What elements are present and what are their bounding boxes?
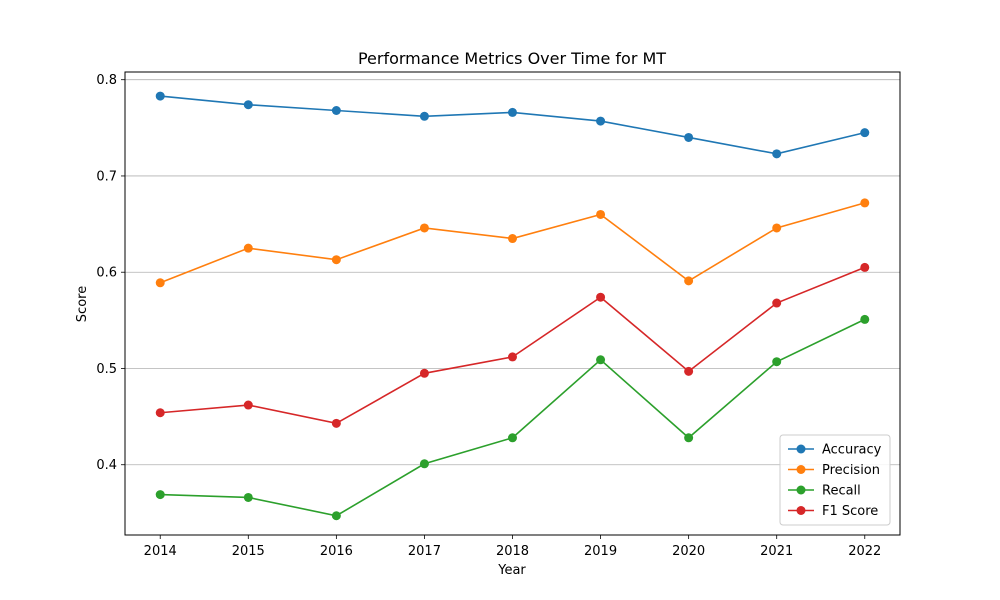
legend-item: Recall (788, 484, 861, 499)
legend-label: F1 Score (822, 504, 878, 519)
data-point-accuracy (596, 116, 606, 126)
data-point-accuracy (419, 111, 429, 121)
data-point-f1-score (243, 400, 253, 410)
series-f1-score (155, 262, 870, 428)
data-point-precision (596, 209, 606, 219)
data-point-recall (596, 355, 606, 365)
chart-title: Performance Metrics Over Time for MT (358, 49, 666, 68)
data-point-recall (684, 433, 694, 443)
data-point-recall (331, 511, 341, 521)
series-precision (155, 198, 870, 288)
data-point-accuracy (155, 91, 165, 101)
legend-label: Precision (822, 463, 880, 478)
data-point-precision (684, 276, 694, 286)
x-tick-label: 2017 (408, 544, 441, 559)
data-point-recall (860, 314, 870, 324)
series-recall (155, 314, 870, 521)
plot-series (155, 91, 870, 521)
y-axis-title: Score (75, 286, 90, 322)
legend-marker (796, 506, 806, 515)
x-tick-label: 2019 (584, 544, 617, 559)
data-point-recall (419, 459, 429, 469)
x-tick-label: 2015 (232, 544, 265, 559)
data-point-accuracy (684, 132, 694, 142)
y-tick-label: 0.8 (96, 73, 117, 88)
data-point-precision (155, 278, 165, 288)
data-point-accuracy (860, 128, 870, 138)
legend-item: Accuracy (788, 443, 882, 458)
x-tick-label: 2014 (144, 544, 177, 559)
data-point-f1-score (508, 352, 517, 362)
legend-item: Precision (788, 463, 880, 478)
data-point-accuracy (772, 149, 782, 159)
data-point-f1-score (596, 292, 606, 302)
data-point-recall (508, 433, 517, 443)
legend-label: Recall (822, 484, 861, 499)
data-point-accuracy (243, 100, 253, 110)
data-point-precision (419, 223, 429, 233)
legend-marker (796, 444, 806, 454)
x-tick-label: 2021 (760, 544, 793, 559)
data-point-precision (772, 223, 782, 233)
data-point-f1-score (419, 368, 429, 378)
data-point-f1-score (331, 418, 341, 428)
legend-box (779, 434, 891, 526)
y-tick-label: 0.5 (96, 362, 117, 377)
data-point-recall (155, 490, 165, 500)
legend-item: F1 Score (788, 504, 878, 519)
data-point-f1-score (772, 298, 782, 308)
data-point-precision (243, 243, 253, 253)
x-tick-label: 2022 (848, 544, 881, 559)
legend-marker (796, 465, 806, 474)
data-point-f1-score (860, 262, 870, 272)
y-tick-label: 0.6 (96, 266, 117, 281)
x-axis: 2014 2015 2016 2017 2018 2019 2020 2021 2022 (144, 535, 881, 559)
data-point-precision (508, 234, 517, 244)
data-point-recall (243, 492, 253, 502)
x-axis-title: Year (497, 563, 526, 578)
data-point-recall (772, 357, 782, 367)
data-point-f1-score (155, 408, 165, 418)
data-point-f1-score (684, 366, 694, 376)
x-tick-label: 2016 (320, 544, 353, 559)
data-point-accuracy (331, 106, 341, 116)
legend-label: Accuracy (822, 443, 882, 458)
legend-marker (796, 485, 806, 495)
grid-lines (125, 79, 900, 466)
x-tick-label: 2020 (672, 544, 705, 559)
legend: Accuracy Precision Recall F1 Score (779, 434, 891, 526)
data-point-precision (331, 255, 341, 265)
y-tick-label: 0.7 (96, 169, 117, 184)
y-tick-label: 0.4 (96, 458, 117, 473)
y-axis: 0.4 0.5 0.6 0.7 0.8 (96, 73, 125, 473)
data-point-precision (860, 198, 870, 208)
x-tick-label: 2018 (496, 544, 529, 559)
series-accuracy (155, 91, 870, 159)
data-point-accuracy (508, 107, 517, 117)
